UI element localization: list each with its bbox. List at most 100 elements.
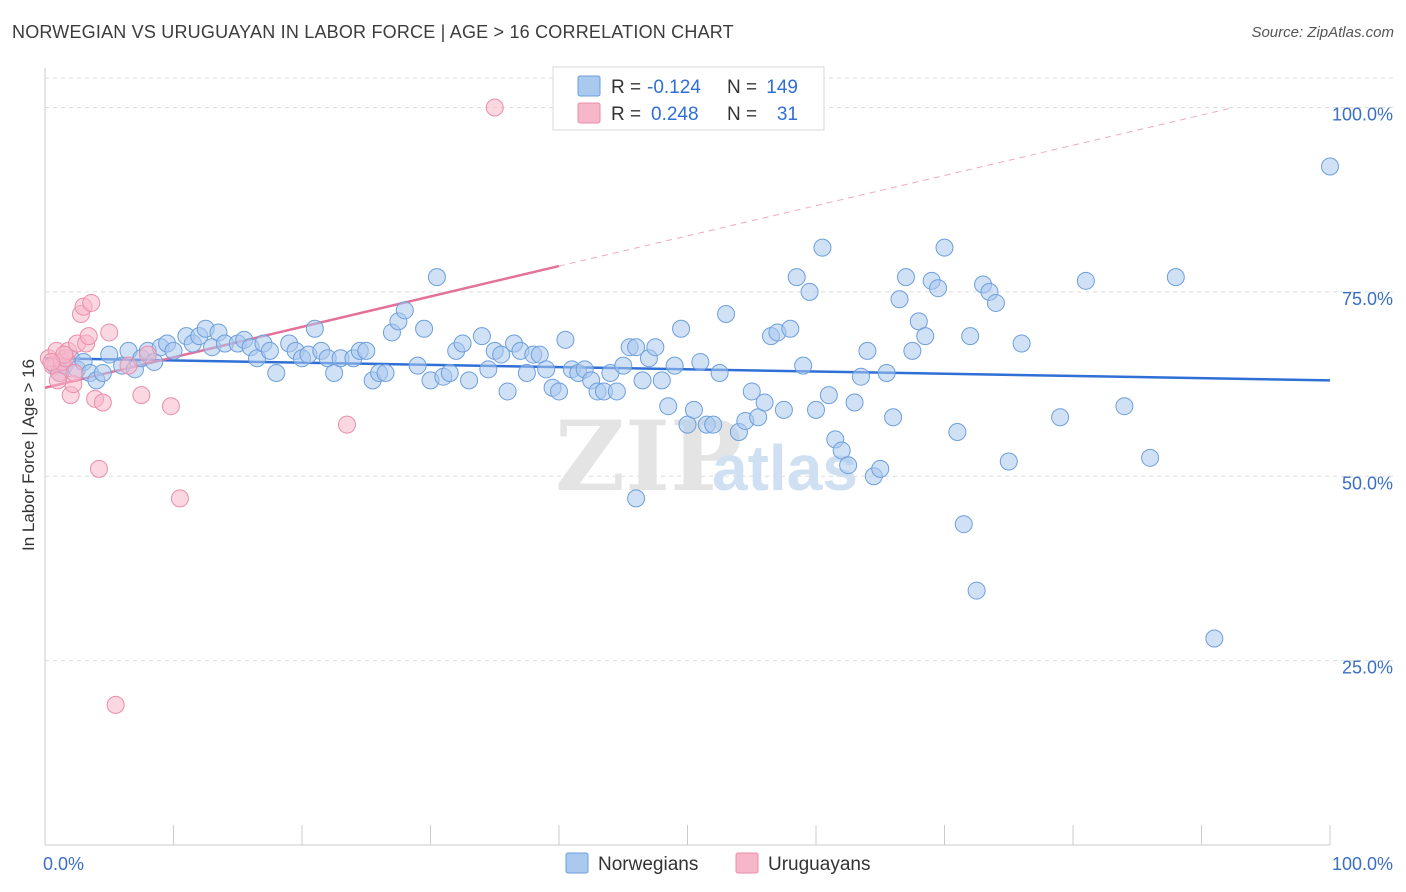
point-norwegians-64 <box>498 382 517 401</box>
point-norwegians-94 <box>691 352 710 371</box>
point-norwegians-131 <box>935 238 954 257</box>
point-norwegians-112 <box>813 238 832 257</box>
point-uruguayans-29 <box>48 371 67 390</box>
x-tick-label-1: 100.0% <box>1332 854 1393 874</box>
point-norwegians-142 <box>1076 271 1095 290</box>
point-norwegians-70 <box>537 360 556 379</box>
point-norwegians-140 <box>1012 334 1031 353</box>
y-axis-title: In Labor Force | Age > 16 <box>19 359 38 551</box>
legend-r-label-1: R = <box>611 104 641 125</box>
legend-n-value-1: 31 <box>777 104 798 125</box>
point-norwegians-58 <box>453 334 472 353</box>
point-norwegians-108 <box>787 268 806 287</box>
point-norwegians-117 <box>845 393 864 412</box>
point-uruguayans-25 <box>337 415 356 434</box>
series-legend: Norwegians Uruguayans <box>565 852 870 875</box>
series-legend-label-uruguayans: Uruguayans <box>768 854 870 875</box>
point-norwegians-47 <box>376 364 395 382</box>
point-norwegians-133 <box>954 515 973 534</box>
chart-source: Source: ZipAtlas.com <box>1251 24 1394 41</box>
point-norwegians-143 <box>1115 397 1134 416</box>
series-legend-swatch-norwegians <box>565 852 589 874</box>
point-norwegians-107 <box>781 319 800 338</box>
point-norwegians-91 <box>672 319 691 338</box>
point-norwegians-90 <box>665 356 684 375</box>
point-norwegians-52 <box>415 319 434 338</box>
point-norwegians-147 <box>627 489 646 508</box>
point-uruguayans-18 <box>100 323 119 342</box>
legend-r-value-0: -0.124 <box>647 77 701 98</box>
point-norwegians-81 <box>607 382 626 401</box>
point-norwegians-85 <box>633 371 652 390</box>
point-norwegians-121 <box>871 459 890 478</box>
point-norwegians-101 <box>742 382 761 401</box>
point-norwegians-109 <box>794 356 813 375</box>
point-norwegians-8 <box>93 364 112 382</box>
trend-line-norwegians <box>44 357 1331 382</box>
point-uruguayans-13 <box>79 327 98 346</box>
point-norwegians-116 <box>839 456 858 475</box>
point-norwegians-103 <box>755 393 774 412</box>
point-norwegians-126 <box>903 341 922 360</box>
y-tick-label-2: 75.0% <box>1342 289 1393 309</box>
point-uruguayans-19 <box>106 695 125 714</box>
series-legend-swatch-uruguayans <box>735 852 759 874</box>
point-norwegians-130 <box>929 279 948 298</box>
point-norwegians-98 <box>717 305 736 323</box>
point-uruguayans-28 <box>65 364 84 382</box>
point-norwegians-138 <box>986 293 1005 312</box>
point-norwegians-37 <box>305 319 324 338</box>
point-norwegians-56 <box>440 364 459 382</box>
point-norwegians-96 <box>704 415 723 434</box>
point-norwegians-110 <box>800 282 819 301</box>
point-norwegians-54 <box>427 268 446 287</box>
point-norwegians-31 <box>260 341 279 360</box>
point-uruguayans-30 <box>42 352 61 371</box>
point-norwegians-88 <box>652 371 671 390</box>
point-norwegians-124 <box>890 290 909 309</box>
legend-n-value-0: 149 <box>766 77 798 98</box>
legend-r-label-0: R = <box>611 77 641 98</box>
x-tick-labels: 0.0% 100.0% <box>43 854 1393 874</box>
point-norwegians-148 <box>1321 157 1339 176</box>
point-norwegians-32 <box>267 364 286 382</box>
correlation-legend: R = -0.124 N = 149 R = 0.248 N = 31 <box>552 66 825 131</box>
point-uruguayans-26 <box>485 98 504 117</box>
point-norwegians-59 <box>460 371 479 390</box>
point-norwegians-125 <box>896 268 915 287</box>
point-norwegians-97 <box>710 364 729 382</box>
point-norwegians-9 <box>100 345 119 364</box>
legend-swatch-norwegians <box>577 75 601 97</box>
point-norwegians-82 <box>614 356 633 375</box>
scatter-points <box>39 98 1339 714</box>
point-norwegians-73 <box>556 330 575 349</box>
point-norwegians-113 <box>819 386 838 405</box>
point-norwegians-134 <box>961 327 980 346</box>
point-norwegians-123 <box>884 408 903 427</box>
legend-n-label-1: N = <box>727 104 757 125</box>
legend-swatch-uruguayans <box>577 102 601 124</box>
point-norwegians-128 <box>916 327 935 346</box>
point-norwegians-84 <box>627 338 646 357</box>
trend-line-extension-uruguayans <box>558 107 1234 267</box>
point-norwegians-63 <box>492 345 511 364</box>
point-uruguayans-21 <box>132 386 151 405</box>
y-tick-label-3: 100.0% <box>1332 105 1393 125</box>
y-tick-label-0: 25.0% <box>1342 658 1393 678</box>
point-norwegians-106 <box>774 400 793 419</box>
point-norwegians-145 <box>1166 268 1185 287</box>
point-uruguayans-22 <box>138 345 157 364</box>
axes <box>44 68 1331 846</box>
point-uruguayans-17 <box>93 393 112 412</box>
y-tick-labels: 25.0% 50.0% 75.0% 100.0% <box>1332 105 1393 678</box>
point-norwegians-111 <box>807 400 825 419</box>
point-norwegians-50 <box>395 301 414 320</box>
point-norwegians-18 <box>164 341 183 360</box>
point-norwegians-119 <box>858 341 877 360</box>
point-norwegians-144 <box>1141 448 1160 467</box>
series-legend-label-norwegians: Norwegians <box>598 854 698 875</box>
legend-n-label-0: N = <box>727 77 757 98</box>
point-norwegians-89 <box>659 397 678 416</box>
point-uruguayans-24 <box>170 489 189 508</box>
